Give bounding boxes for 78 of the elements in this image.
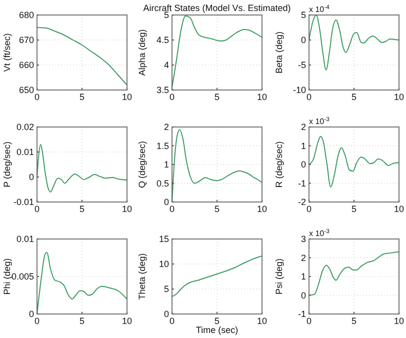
y-tick-label: 650 (18, 85, 34, 95)
line-series (172, 256, 262, 297)
y-tick-label: -5 (298, 60, 306, 70)
line-series (36, 252, 128, 314)
x-tick-label: 10 (394, 204, 404, 214)
y-axis-title: Beta (deg) (274, 31, 284, 74)
line-series (172, 16, 262, 88)
y-axis-title: Q (deg/sec) (137, 140, 147, 188)
y-tick-label: 1 (300, 140, 306, 151)
x-axis-title: Time (sec) (196, 325, 238, 335)
text: x 10$^{-3}$ (309, 116, 330, 126)
x-tick-label: 10 (256, 316, 268, 326)
x-tick-label: 10 (394, 92, 404, 102)
x-tick-label: 10 (256, 204, 268, 214)
x-tick-label: 5 (214, 92, 220, 102)
text: x 10$^{-3}$ (309, 228, 330, 238)
y-tick-label: 2 (300, 252, 306, 263)
x-tick-label: 10 (394, 316, 404, 326)
y-tick-label: 0.01 (16, 147, 34, 157)
y-tick-label: -0.01 (13, 197, 34, 207)
y-tick-label: 0 (300, 290, 306, 300)
x-tick-label: 10 (256, 92, 268, 102)
chart-title: Aircraft States (Model Vs. Estimated) (143, 3, 291, 13)
y-tick-label: 5 (164, 10, 169, 20)
y-tick-label: 2 (164, 122, 169, 132)
x-tick-label: 5 (214, 316, 220, 326)
x-tick-label: 5 (351, 204, 357, 214)
line-series (36, 27, 128, 86)
y-tick-label: 1 (164, 160, 169, 170)
x-tick-label: 5 (79, 316, 85, 326)
y-tick-label: -10 (292, 85, 306, 95)
y-axis-title: Vt (ft/sec) (2, 33, 12, 72)
y-tick-label: 4 (164, 60, 169, 70)
y-axis-title: Alpha (deg) (137, 29, 147, 76)
y-tick-label: 2 (300, 122, 306, 132)
y-tick-label: 4.5 (156, 35, 169, 45)
x-tick-label: 10 (122, 92, 132, 102)
y-tick-label: 0 (28, 172, 34, 182)
y-tick-label: 0 (300, 160, 306, 170)
y-tick-label: 0.5 (156, 178, 169, 188)
x-tick-label: 5 (214, 204, 220, 214)
line-series (308, 251, 400, 296)
y-tick-label: 5 (300, 10, 306, 20)
x-tick-label: 5 (351, 316, 357, 326)
y-tick-label: 5 (164, 284, 169, 294)
x-tick-label: 10 (122, 316, 132, 326)
y-tick-label: -1 (298, 178, 306, 188)
y-axis-title: Phi (deg) (2, 258, 12, 295)
y-tick-label: 0.01 (16, 234, 34, 244)
x-tick-label: 10 (122, 204, 132, 214)
line-series (36, 144, 128, 192)
y-tick-label: 670 (18, 35, 34, 45)
y-tick-label: 680 (18, 10, 34, 20)
y-tick-label: -1 (298, 309, 306, 319)
y-tick-label: 3.5 (156, 85, 169, 95)
x-tick-label: 5 (79, 92, 85, 102)
y-axis-title: Psi (deg) (274, 258, 284, 295)
y-tick-label: 15 (158, 234, 169, 244)
y-tick-label: 0.005 (11, 272, 34, 282)
y-tick-label: -2 (298, 197, 306, 207)
y-tick-label: 660 (18, 60, 34, 70)
y-tick-label: 0.02 (16, 122, 34, 132)
y-tick-label: 1 (300, 272, 306, 282)
y-tick-label: 0 (300, 35, 306, 45)
y-axis-title: Theta (deg) (137, 253, 147, 300)
y-tick-label: 1.5 (156, 140, 169, 151)
line-series (308, 14, 400, 70)
x-tick-label: 5 (79, 204, 85, 214)
text: x 10$^{-4}$ (309, 4, 330, 14)
y-tick-label: 3 (300, 234, 306, 244)
x-tick-label: 5 (351, 92, 357, 102)
y-tick-label: 0 (28, 309, 34, 319)
y-tick-label: 10 (158, 259, 169, 269)
line-series (308, 136, 400, 188)
y-tick-label: 0 (164, 197, 169, 207)
y-axis-title: P (deg/sec) (2, 142, 12, 188)
y-tick-label: 0 (164, 309, 169, 319)
y-axis-title: R (deg/sec) (274, 141, 284, 188)
